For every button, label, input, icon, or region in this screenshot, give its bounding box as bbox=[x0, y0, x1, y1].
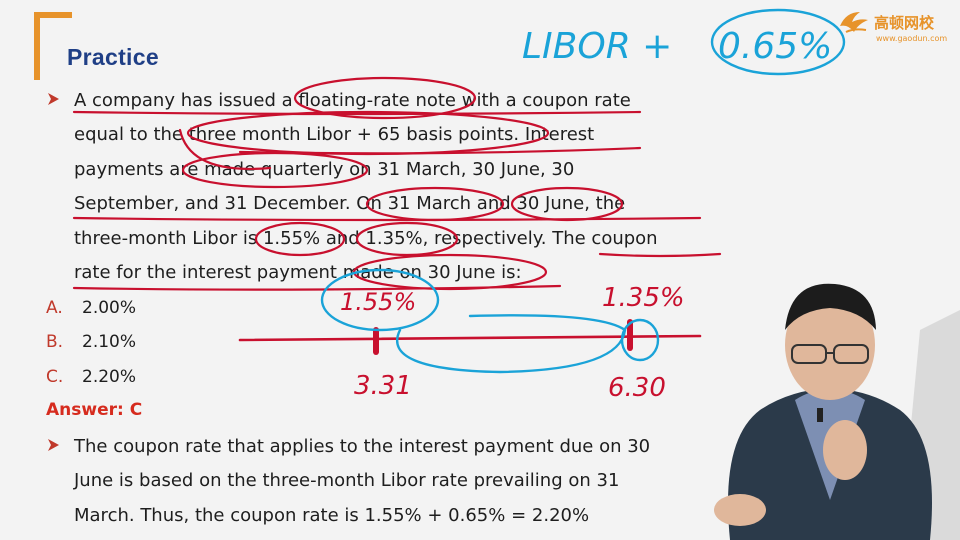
ink-libor-plus: LIBOR + bbox=[522, 26, 672, 67]
option-letter: C. bbox=[46, 367, 64, 387]
option-letter: B. bbox=[46, 332, 64, 352]
title-bracket-decoration bbox=[34, 12, 72, 80]
ink-rate-right: 1.35% bbox=[602, 283, 685, 313]
question-line: rate for the interest payment made on 30… bbox=[74, 262, 522, 283]
option-letter: A. bbox=[46, 298, 63, 318]
question-line: September, and 31 December. On 31 March … bbox=[74, 193, 626, 214]
blue-connector-loop bbox=[395, 314, 627, 374]
logo-url: www.gaodun.com bbox=[876, 34, 948, 43]
logo-icon bbox=[840, 12, 868, 33]
answer-label: Answer: C bbox=[46, 400, 143, 420]
explanation-line: The coupon rate that applies to the inte… bbox=[74, 436, 651, 457]
red-underline bbox=[238, 146, 642, 155]
bullet-arrow-icon bbox=[48, 93, 59, 105]
option-text: 2.20% bbox=[82, 367, 137, 387]
slide-title: Practice bbox=[67, 44, 159, 70]
presenter-video bbox=[714, 283, 960, 540]
blue-circle-0-65 bbox=[710, 8, 846, 76]
red-underline bbox=[72, 284, 562, 291]
red-underline bbox=[72, 216, 702, 222]
ink-date-left: 3.31 bbox=[354, 371, 412, 401]
brand-logo: 高顿网校 www.gaodun.com bbox=[836, 4, 956, 48]
bullet-arrow-icon bbox=[48, 439, 59, 451]
red-timeline bbox=[238, 334, 702, 342]
ink-rate-left: 1.55% bbox=[340, 288, 416, 316]
question-line: three-month Libor is 1.55% and 1.35%, re… bbox=[74, 228, 658, 249]
question-line: A company has issued a floating-rate not… bbox=[74, 90, 631, 111]
blue-circle-6-30 bbox=[620, 318, 660, 362]
logo-name: 高顿网校 bbox=[874, 14, 935, 32]
question-line: equal to the three month Libor + 65 basi… bbox=[74, 124, 595, 145]
red-underline bbox=[598, 252, 722, 258]
ink-date-right: 6.30 bbox=[608, 373, 666, 403]
option-text: 2.10% bbox=[82, 332, 137, 352]
explanation-line: March. Thus, the coupon rate is 1.55% + … bbox=[74, 505, 590, 526]
ink-spread: 0.65% bbox=[718, 26, 832, 67]
red-underline bbox=[72, 110, 642, 116]
option-text: 2.00% bbox=[82, 298, 137, 318]
explanation-line: June is based on the three-month Libor r… bbox=[74, 470, 620, 491]
question-line: payments are made quarterly on 31 March,… bbox=[74, 159, 575, 180]
